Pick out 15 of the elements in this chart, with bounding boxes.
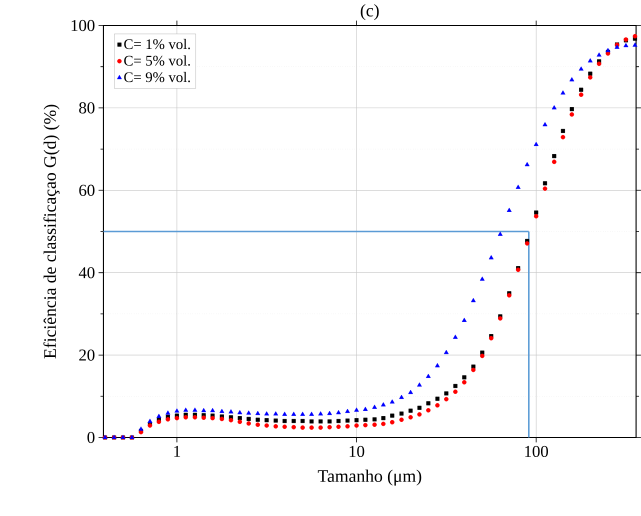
- y-tick-label: 80: [79, 102, 94, 114]
- chart-title: (c): [360, 4, 379, 20]
- legend-label: C= 1% vol.: [124, 38, 190, 50]
- x-tick-label: 100: [525, 446, 548, 458]
- x-axis-title: Tamanho (μm): [318, 470, 422, 486]
- y-axis-title: Eficiência de classificaçao G(d) (%): [43, 104, 60, 358]
- legend-label: C= 5% vol.: [124, 55, 190, 66]
- y-tick-label: 20: [79, 349, 94, 361]
- x-tick-label: 1: [174, 446, 180, 457]
- x-tick-label: 10: [350, 446, 364, 458]
- y-tick-label: 40: [78, 267, 94, 278]
- y-tick-label: 60: [79, 184, 94, 196]
- legend-label: C= 9% vol.: [124, 72, 190, 82]
- y-tick-label: 0: [87, 432, 94, 444]
- y-tick-label: 100: [72, 20, 94, 32]
